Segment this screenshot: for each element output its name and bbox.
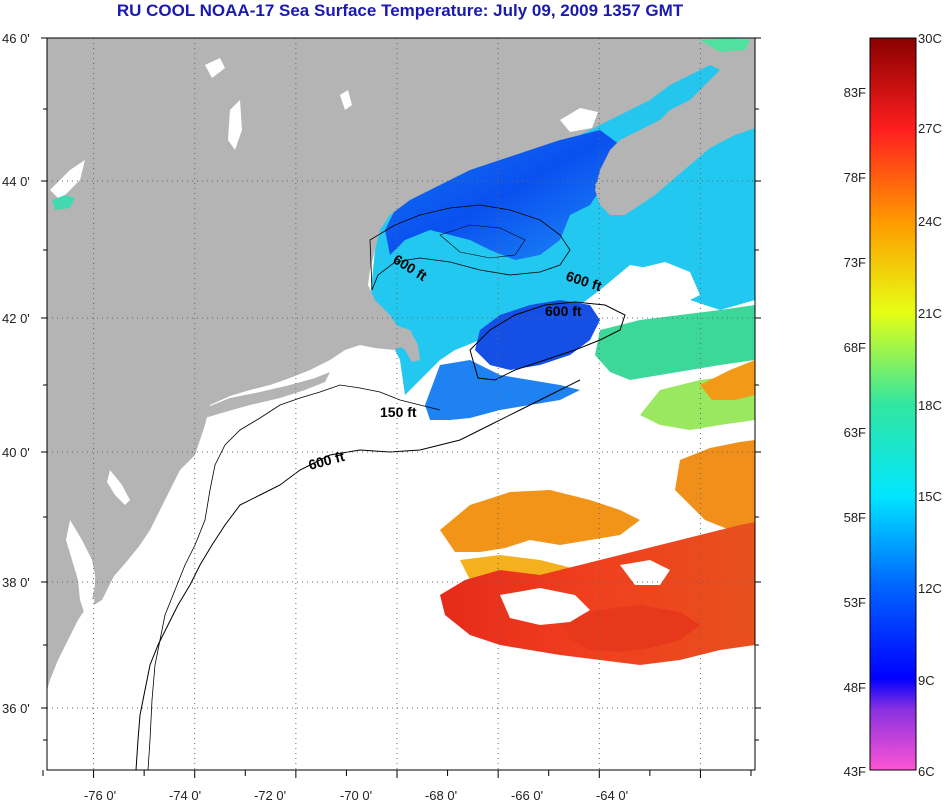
- contour-label-150: 150 ft: [380, 404, 417, 420]
- lat-label-46: 46 0': [2, 31, 30, 46]
- lat-label-44: 44 0': [2, 174, 30, 189]
- colorbar-c-12: 12C: [918, 581, 942, 596]
- contour-600ft-shelf-break: [135, 379, 581, 770]
- colorbar-f-48: 48F: [843, 680, 866, 695]
- lake-1: [205, 58, 225, 78]
- chesapeake-bay: [66, 520, 96, 615]
- map-frame: [46, 37, 756, 771]
- colorbar-f-63: 63F: [843, 425, 866, 440]
- lon-label-64: -64 0': [595, 788, 629, 803]
- lat-label-40: 40 0': [2, 445, 30, 460]
- sst-red-eastern-patch: [560, 605, 700, 652]
- lake-4: [340, 90, 352, 110]
- cloud-patch-gom: [610, 262, 700, 305]
- lat-label-36: 36 0': [2, 701, 30, 716]
- lat-label-38: 38 0': [2, 575, 30, 590]
- sst-lake-patch: [52, 195, 75, 210]
- colorbar: [869, 37, 917, 771]
- sst-blue-south-georges: [425, 360, 580, 420]
- colorbar-c-30: 30C: [918, 31, 942, 46]
- lon-label-72: -72 0': [253, 788, 287, 803]
- lake-5: [560, 108, 598, 132]
- colorbar-c-15: 15C: [918, 489, 942, 504]
- cloud-hole-2: [620, 560, 670, 585]
- map-title: RU COOL NOAA-17 Sea Surface Temperature:…: [116, 1, 684, 20]
- land-cape-cod: [380, 325, 420, 362]
- frame-ticks: [41, 37, 761, 778]
- graticule: [47, 38, 755, 770]
- contour-label-georges: 600 ft: [545, 303, 582, 319]
- sst-orange-patch-east: [700, 360, 755, 400]
- sst-top-right: [700, 38, 750, 52]
- contour-600ft-georges: [469, 301, 626, 381]
- delaware-bay: [107, 470, 130, 505]
- contour-600ft-gom-inner: [439, 224, 526, 259]
- colorbar-c-21: 21C: [918, 306, 942, 321]
- lon-label-76: -76 0': [83, 788, 117, 803]
- land-long-island: [200, 372, 330, 418]
- lon-label-70: -70 0': [339, 788, 373, 803]
- colorbar-c-6: 6C: [918, 764, 935, 779]
- sst-blue-gulf-of-maine: [385, 130, 620, 260]
- colorbar-f-58: 58F: [843, 510, 866, 525]
- contour-150ft: [147, 384, 441, 770]
- colorbar-f-43: 43F: [843, 764, 866, 779]
- colorbar-f-83: 83F: [843, 85, 866, 100]
- colorbar-c-9: 9C: [918, 673, 935, 688]
- colorbar-c-27: 27C: [918, 121, 942, 136]
- colorbar-c-18: 18C: [918, 398, 942, 413]
- land-mainland: [47, 38, 755, 690]
- land-delmarva: [94, 505, 140, 605]
- lake-2: [228, 100, 242, 150]
- lon-label-74: -74 0': [168, 788, 202, 803]
- lat-label-42: 42 0': [2, 311, 30, 326]
- contour-600ft-gom: [369, 204, 571, 291]
- lon-label-68: -68 0': [424, 788, 458, 803]
- colorbar-c-24: 24C: [918, 214, 942, 229]
- lon-label-66: -66 0': [510, 788, 544, 803]
- colorbar-f-68: 68F: [843, 340, 866, 355]
- colorbar-f-78: 78F: [843, 170, 866, 185]
- lake-3: [50, 160, 85, 200]
- cloud-hole-1: [500, 588, 590, 625]
- sst-orange-east: [675, 440, 755, 535]
- colorbar-f-73: 73F: [843, 255, 866, 270]
- colorbar-f-53: 53F: [843, 595, 866, 610]
- land-nova-scotia: [595, 118, 755, 212]
- sst-orange-gulf-stream-north: [440, 490, 640, 552]
- sst-green-shelf: [595, 305, 755, 380]
